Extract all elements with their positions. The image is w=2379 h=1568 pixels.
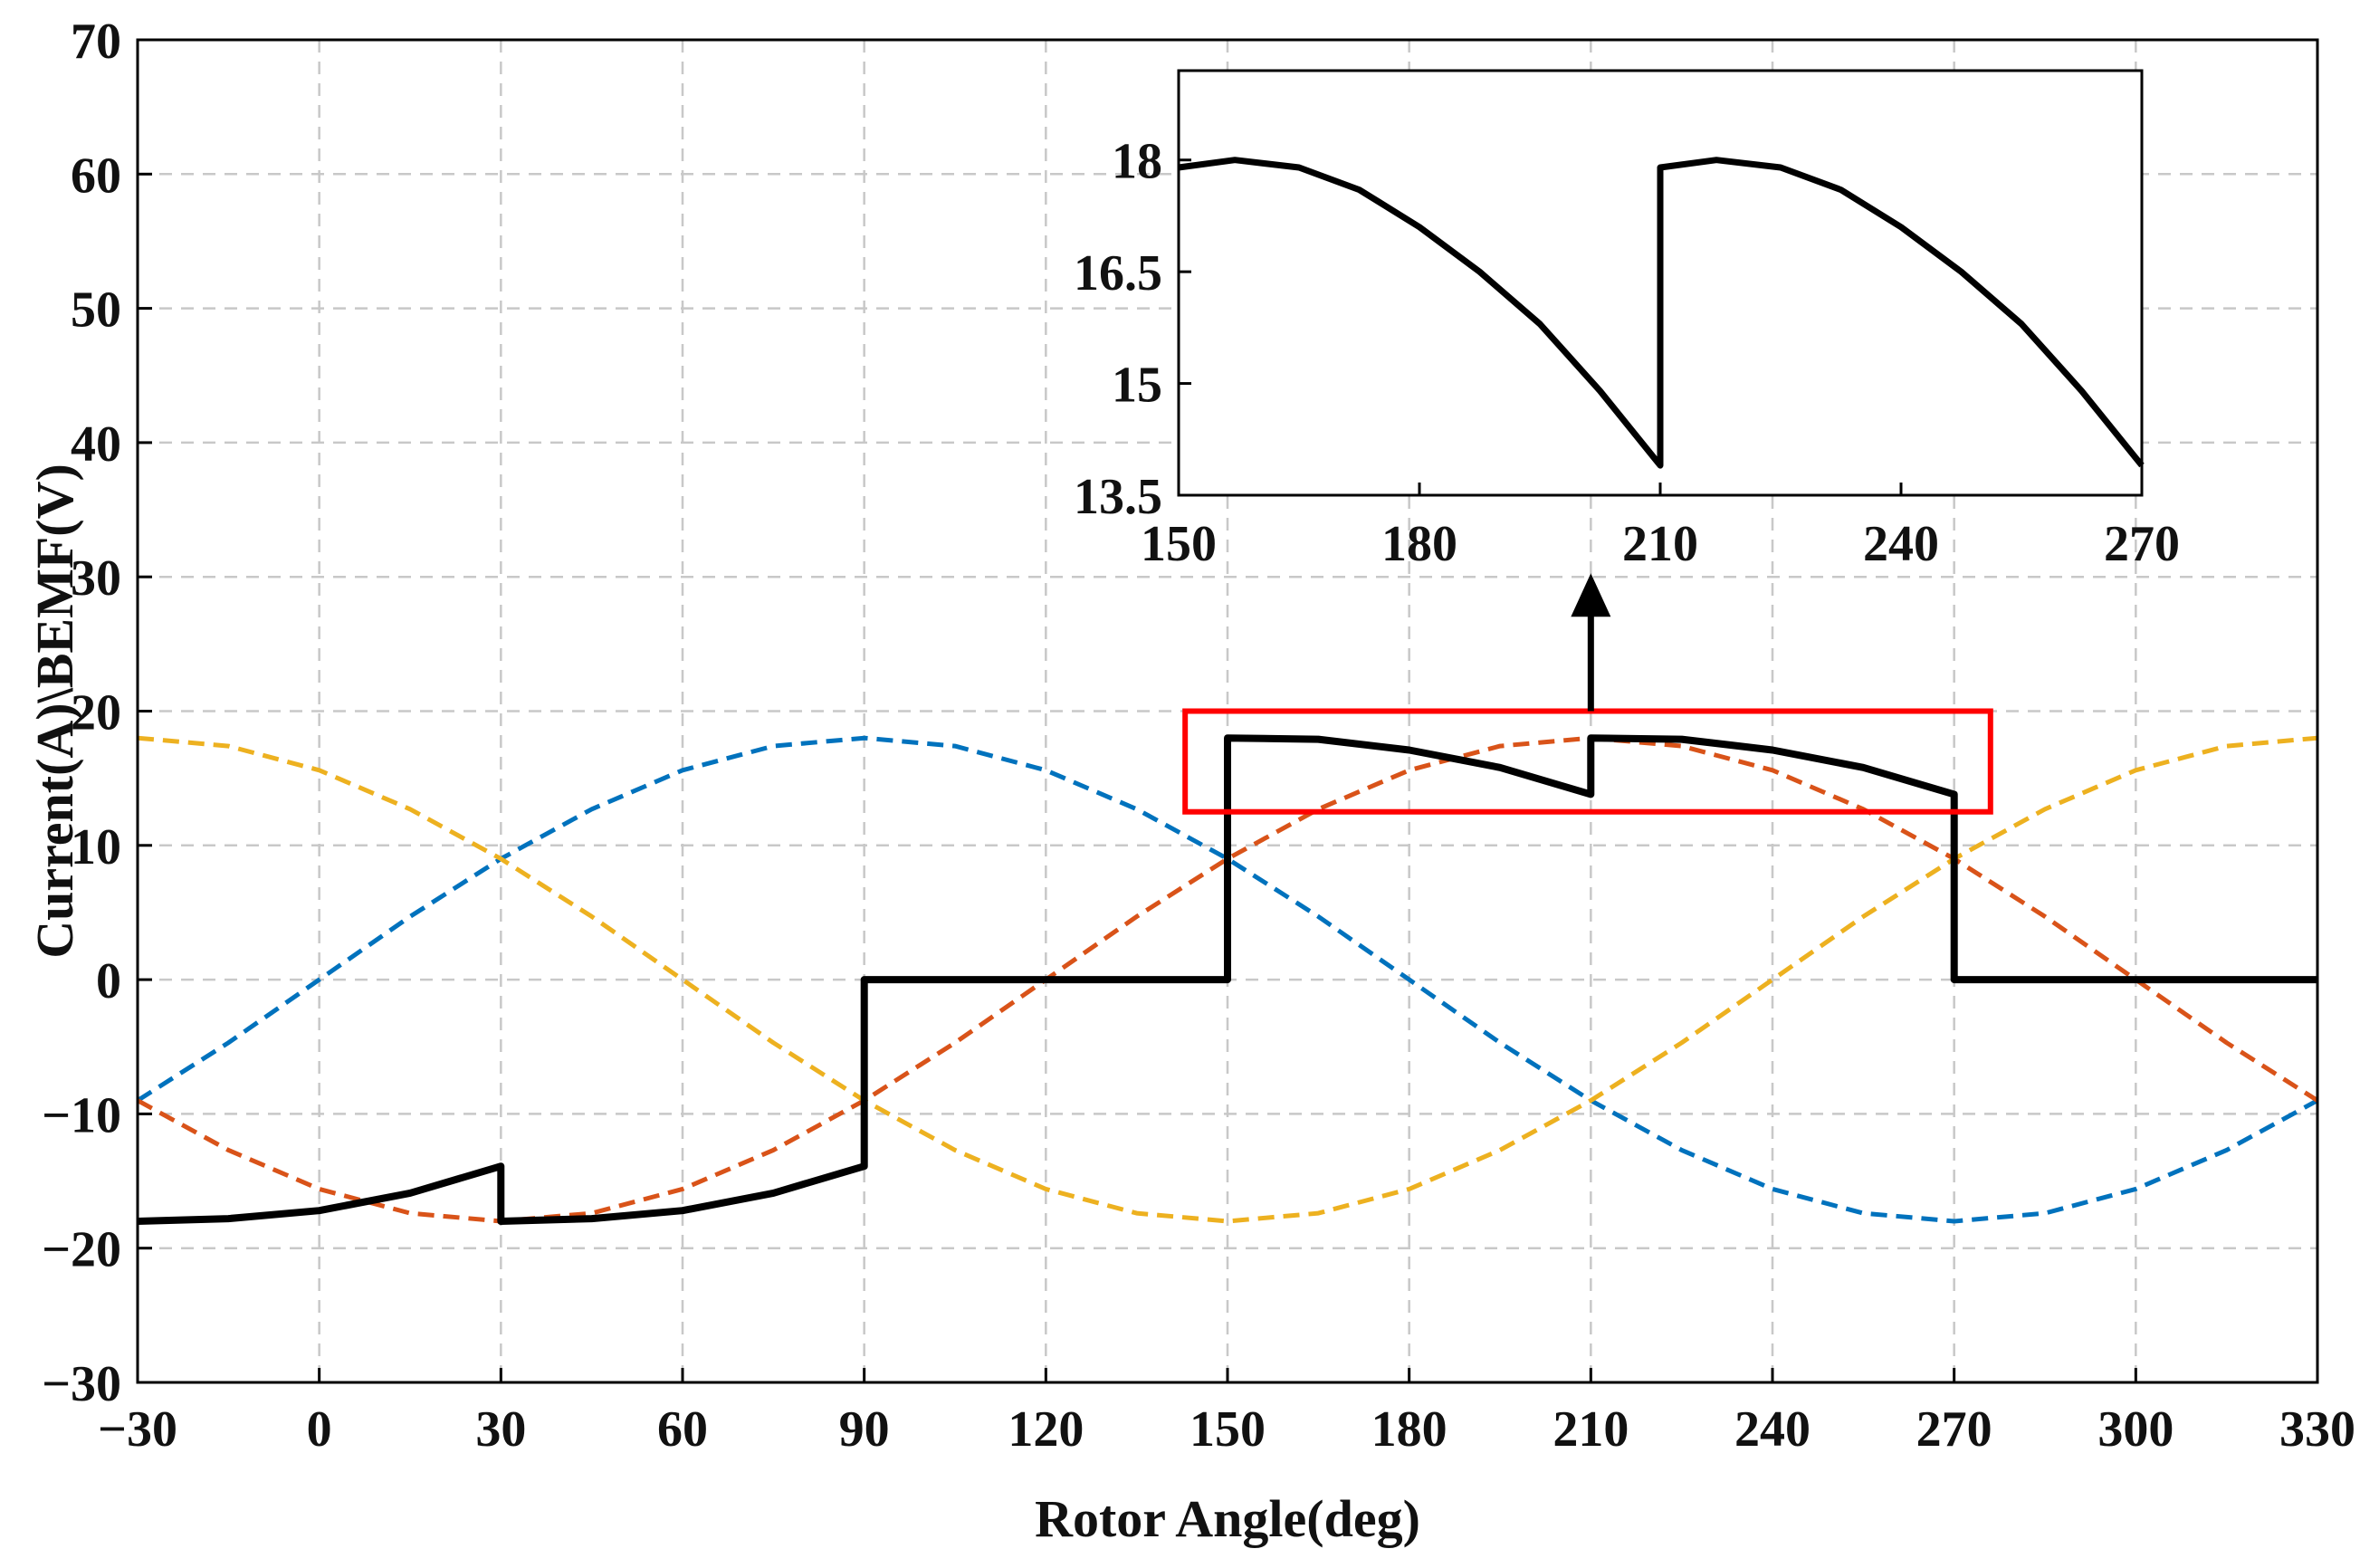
x-axis-title: Rotor Angle(deg) <box>1035 1489 1420 1548</box>
inset-current-line <box>1178 157 2145 469</box>
y-tick-label: −30 <box>42 1356 121 1412</box>
current-line <box>137 734 2317 1225</box>
y-tick-label: 70 <box>71 14 121 70</box>
inset-ticks: 150 180 210 240 270 13.5 15 16.5 18 <box>1074 134 2180 572</box>
inset-x-tick-label: 150 <box>1141 516 1217 572</box>
x-tick-label: 180 <box>1371 1401 1447 1458</box>
main-annotations <box>1182 573 1993 815</box>
inset-y-tick-label: 15 <box>1112 358 1162 414</box>
inset-x-tick-label: 240 <box>1863 516 1939 572</box>
y-tick-label: −10 <box>42 1087 121 1143</box>
y-axis-title: Current(A)\BEMF(V) <box>25 464 84 959</box>
y-tick-label: 0 <box>96 953 121 1009</box>
y-tick-label: 20 <box>71 685 121 741</box>
inset-y-tick-label: 16.5 <box>1074 245 1162 301</box>
x-tick-label: 330 <box>2279 1401 2355 1458</box>
y-tick-label: 30 <box>71 550 121 607</box>
inset-plot: 150 180 210 240 270 13.5 15 16.5 18 <box>1074 69 2180 572</box>
inset-x-tick-label: 210 <box>1622 516 1698 572</box>
y-tick-label: 40 <box>71 416 121 473</box>
x-tick-label: 150 <box>1190 1401 1266 1458</box>
x-tick-label: 240 <box>1734 1401 1811 1458</box>
y-tick-label: −20 <box>42 1222 121 1278</box>
x-tick-label: 30 <box>475 1401 526 1458</box>
x-tick-label: 270 <box>1916 1401 1992 1458</box>
inset-y-tick-label: 13.5 <box>1074 469 1162 525</box>
x-tick-label: 210 <box>1553 1401 1629 1458</box>
x-tick-label: −30 <box>98 1401 177 1458</box>
main-series-group <box>136 734 2319 1225</box>
x-tick-label: 90 <box>839 1401 890 1458</box>
zoom-arrow-head <box>1571 573 1611 617</box>
inset-x-tick-label: 270 <box>2104 516 2180 572</box>
inset-y-tick-label: 18 <box>1112 134 1162 190</box>
x-tick-label: 0 <box>307 1401 332 1458</box>
y-tick-label: 50 <box>71 282 121 339</box>
x-tick-label: 60 <box>657 1401 708 1458</box>
y-tick-label: 60 <box>71 148 121 204</box>
y-tick-label: 10 <box>71 819 121 875</box>
inset-series-group <box>1178 157 2145 469</box>
x-tick-label: 120 <box>1008 1401 1084 1458</box>
main-ticks: −30 0 30 60 90 120 150 180 210 240 270 300 330−30−20… <box>42 14 2355 1458</box>
x-tick-label: 300 <box>2097 1401 2174 1458</box>
inset-x-tick-label: 180 <box>1381 516 1457 572</box>
